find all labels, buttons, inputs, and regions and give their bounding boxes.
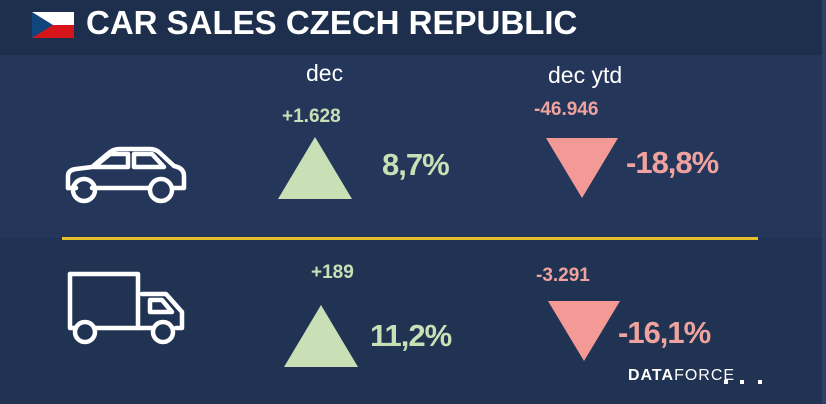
logo-data: DATA	[628, 367, 675, 384]
truck-ytd-pct: -16,1%	[618, 315, 711, 350]
row-divider	[62, 237, 758, 240]
column-header-month: dec	[306, 60, 344, 86]
car-icon	[58, 140, 192, 213]
car-month-delta: +1.628	[282, 106, 341, 127]
page-title: CAR SALES CZECH REPUBLIC	[86, 4, 578, 41]
truck-ytd-delta: -3.291	[536, 265, 590, 286]
czech-flag-icon	[32, 12, 74, 38]
truck-month-pct: 11,2%	[370, 318, 452, 353]
car-month-up-arrow-icon	[278, 137, 352, 199]
dataforce-logo: DATAFORCE	[628, 367, 735, 385]
header-band	[0, 0, 826, 55]
car-ytd-delta: -46.946	[534, 99, 599, 120]
truck-month-delta: +189	[311, 262, 354, 283]
right-edge	[822, 0, 826, 404]
car-ytd-pct: -18,8%	[626, 145, 719, 180]
logo-force: FORCE	[674, 367, 736, 384]
column-header-ytd: dec ytd	[548, 62, 623, 88]
car-ytd-down-arrow-icon	[546, 138, 618, 198]
truck-ytd-down-arrow-icon	[548, 301, 620, 361]
car-row-band	[0, 55, 826, 238]
truck-icon	[58, 270, 192, 353]
truck-month-up-arrow-icon	[284, 305, 358, 367]
car-month-pct: 8,7%	[382, 147, 450, 182]
